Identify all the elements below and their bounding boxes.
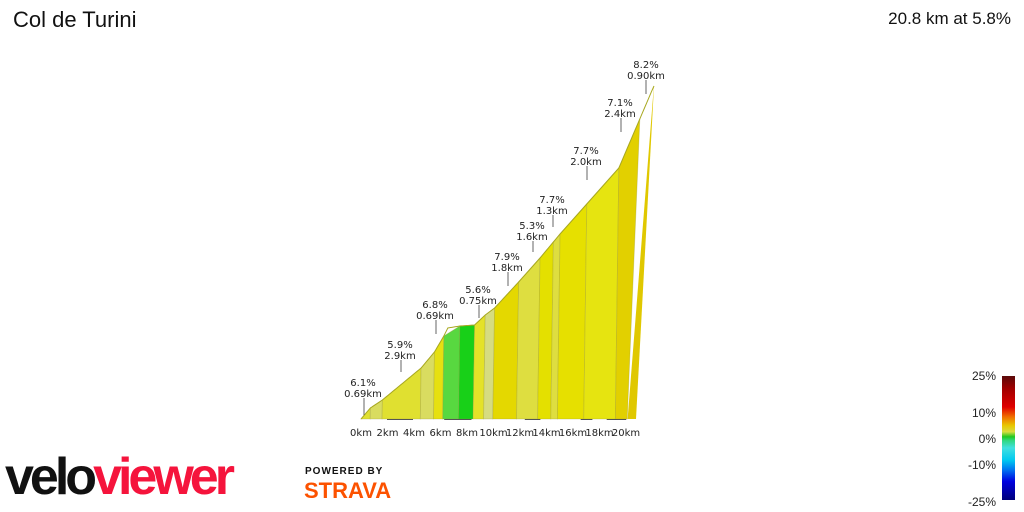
profile-segment	[458, 324, 475, 420]
x-tick-label: 18km	[585, 428, 613, 439]
profile-segment	[472, 314, 486, 420]
segment-length-label: 2.0km	[570, 157, 601, 168]
gradient-color-scale	[1002, 376, 1015, 500]
segment-gradient-label: 6.1%	[350, 378, 375, 389]
climb-summary: 20.8 km at 5.8%	[888, 9, 1011, 28]
profile-segment	[369, 399, 383, 420]
segment-length-label: 1.6km	[516, 232, 547, 243]
x-tick-label: 2km	[377, 428, 399, 439]
x-tick-label: 14km	[532, 428, 560, 439]
logo-viewer: viewer	[93, 448, 235, 506]
legend-label: 10%	[971, 406, 996, 420]
profile-segment	[516, 256, 541, 420]
legend-label: -25%	[967, 495, 996, 509]
segment-gradient-label: 5.3%	[519, 221, 544, 232]
veloviewer-logo: veloviewer	[5, 448, 235, 506]
profile-segment	[556, 202, 588, 420]
profile-segment	[419, 350, 435, 420]
legend-label: 0%	[978, 432, 996, 446]
segment-length-label: 0.69km	[416, 311, 454, 322]
segment-gradient-label: 5.6%	[465, 285, 490, 296]
profile-end-face	[627, 86, 654, 419]
legend-label: 25%	[971, 369, 996, 383]
segment-length-label: 2.4km	[604, 109, 635, 120]
x-tick-label: 6km	[430, 428, 452, 439]
segment-gradient-label: 7.7%	[573, 146, 598, 157]
segment-gradient-label: 5.9%	[387, 340, 412, 351]
x-tick-label: 4km	[403, 428, 425, 439]
segment-length-label: 0.69km	[344, 389, 382, 400]
segment-gradient-label: 7.1%	[607, 98, 632, 109]
segment-length-label: 2.9km	[384, 351, 415, 362]
legend-label: -10%	[967, 458, 996, 472]
profile-segment	[381, 367, 422, 420]
x-tick-label: 8km	[456, 428, 478, 439]
powered-by-label: POWERED BY	[305, 466, 384, 477]
x-tick-label: 12km	[506, 428, 534, 439]
profile-segment	[433, 334, 445, 420]
segment-length-label: 0.90km	[627, 71, 665, 82]
x-tick-label: 20km	[612, 428, 640, 439]
logo-velo: velo	[5, 448, 97, 506]
strava-logo: STRAVA	[304, 478, 392, 503]
profile-outline	[360, 85, 655, 420]
x-tick-label: 16km	[559, 428, 587, 439]
segment-gradient-label: 6.8%	[422, 300, 447, 311]
profile-segment	[442, 325, 461, 420]
segment-gradient-label: 7.7%	[539, 195, 564, 206]
segment-length-label: 1.3km	[536, 206, 567, 217]
segment-length-label: 0.75km	[459, 296, 497, 307]
page-title: Col de Turini	[13, 7, 137, 32]
segment-gradient-label: 8.2%	[633, 60, 658, 71]
segment-annotations: 6.1%0.69km5.9%2.9km6.8%0.69km5.6%0.75km7…	[344, 60, 665, 415]
segment-gradient-label: 7.9%	[494, 252, 519, 263]
profile-segment	[583, 166, 620, 420]
profile-segments	[360, 86, 654, 420]
segment-length-label: 1.8km	[491, 263, 522, 274]
x-tick-label: 10km	[479, 428, 507, 439]
x-tick-label: 0km	[350, 428, 372, 439]
